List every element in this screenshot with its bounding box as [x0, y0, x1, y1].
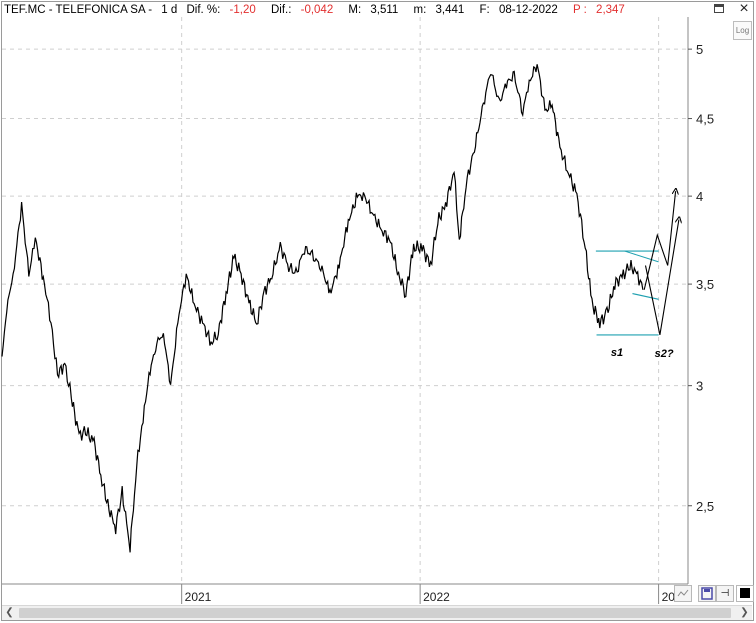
close-icon[interactable]: ×: [739, 0, 749, 17]
min-label: m:: [413, 4, 427, 16]
max-label: M:: [348, 4, 362, 16]
channel-line: [624, 250, 659, 263]
annotation-label: s1: [611, 347, 623, 359]
channel-line: [632, 292, 659, 300]
x-tick-label: 2021: [185, 590, 212, 604]
scroll-thumb[interactable]: [19, 608, 731, 618]
interval-label: 1 d: [161, 4, 178, 16]
ticker-label: TEF.MC - TELEFONICA SA -: [4, 4, 153, 16]
window-restore-icon[interactable]: [714, 4, 724, 13]
scroll-left-icon[interactable]: ❮: [5, 607, 14, 618]
dif-label: Dif.:: [270, 4, 292, 16]
horizontal-scrollbar[interactable]: ❮ ❯: [2, 605, 752, 620]
y-tick-label: 4,5: [696, 112, 714, 127]
dif-pct-label: Dif. %:: [186, 4, 221, 16]
save-glyph: [701, 587, 713, 600]
zoom-glyph: [677, 589, 689, 597]
price-label: P :: [572, 4, 587, 16]
pin-icon[interactable]: ⊣: [716, 585, 734, 602]
color-square-icon[interactable]: [736, 585, 754, 602]
y-tick-label: 4: [696, 189, 703, 204]
price-value: 2,347: [596, 4, 625, 16]
projection-arrow: [643, 191, 675, 290]
y-tick-label: 3: [696, 379, 703, 394]
y-tick-label: 2,5: [696, 499, 714, 514]
min-value: 3,441: [435, 4, 465, 16]
x-tick-label: 2022: [423, 590, 450, 604]
log-scale-button[interactable]: Log: [733, 21, 752, 40]
chart-header: TEF.MC - TELEFONICA SA - 1 d Dif. %: -1,…: [4, 2, 637, 18]
price-line: [1, 64, 644, 553]
date-value: 08-12-2022: [498, 4, 558, 16]
date-label: F:: [479, 4, 490, 16]
dif-pct-value: -1,20: [229, 4, 256, 16]
projection-arrow: [644, 220, 679, 336]
max-value: 3,511: [370, 4, 399, 16]
y-tick-label: 3,5: [696, 277, 714, 292]
save-icon[interactable]: [698, 585, 716, 602]
zoom-icon[interactable]: [674, 585, 692, 602]
scroll-right-icon[interactable]: ❯: [740, 607, 749, 618]
y-tick-label: 5: [696, 42, 703, 57]
annotation-label: s2?: [655, 348, 674, 360]
color-square-glyph: [740, 588, 750, 598]
dif-value: -0,042: [300, 4, 334, 16]
